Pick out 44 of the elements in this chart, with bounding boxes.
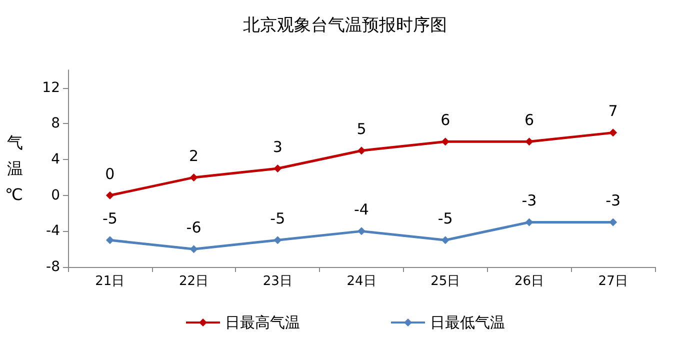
data-label: 6: [440, 111, 450, 130]
data-label: 3: [272, 138, 282, 156]
x-tick-label: 23日: [262, 274, 292, 289]
point: [190, 173, 198, 182]
data-label: -5: [102, 210, 118, 228]
chart-title: 北京观象台气温预报时序图: [243, 16, 447, 36]
point: [358, 227, 366, 236]
point: [274, 236, 282, 244]
data-label: 6: [524, 111, 534, 130]
point: [358, 146, 366, 155]
point: [106, 191, 114, 200]
point: [106, 236, 114, 244]
y-axis-title: 气温℃: [5, 133, 23, 204]
x-tick-label: 25日: [430, 274, 460, 289]
x-tick-label: 24日: [346, 274, 376, 289]
point: [441, 138, 450, 146]
legend-label: 日最高气温: [225, 314, 300, 332]
data-label: -5: [438, 210, 453, 228]
data-label: -5: [270, 210, 286, 228]
data-label: -3: [522, 192, 537, 210]
data-label: 7: [608, 102, 618, 120]
y-tick-label: -8: [46, 259, 60, 275]
y-tick-label: 8: [51, 116, 60, 132]
y-tick-label: -4: [46, 223, 60, 240]
data-label: -3: [606, 192, 621, 210]
x-tick-label: 27日: [598, 274, 628, 289]
data-label: -4: [354, 200, 369, 219]
x-tick-label: 21日: [95, 274, 125, 289]
x-tick-label: 22日: [179, 274, 209, 289]
y-tick-label: 12: [42, 80, 60, 96]
data-label: -6: [186, 218, 202, 237]
point: [609, 128, 618, 137]
point: [609, 218, 618, 226]
point: [274, 164, 282, 172]
x-tick-label: 26日: [514, 274, 544, 289]
y-tick-label: 0: [51, 187, 60, 204]
y-tick-label: 4: [51, 152, 60, 168]
point: [525, 138, 534, 146]
data-label: 5: [356, 120, 366, 138]
legend-label: 日最低气温: [430, 314, 505, 332]
point: [441, 236, 450, 244]
data-label: 2: [189, 146, 199, 165]
data-label: 0: [105, 164, 115, 183]
point: [190, 245, 198, 254]
